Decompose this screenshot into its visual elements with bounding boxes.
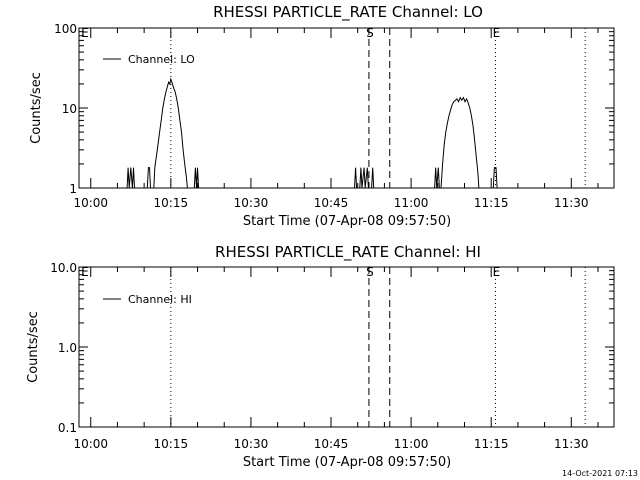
- marker-label: S: [366, 265, 374, 279]
- marker-label: E: [81, 265, 89, 279]
- y-tick-label: 100: [54, 22, 77, 36]
- y-axis-label-lo: Counts/sec: [29, 72, 44, 144]
- data-line: [153, 77, 188, 189]
- marker-label: S: [366, 26, 374, 40]
- x-tick-label: 10:00: [73, 196, 108, 210]
- x-tick-label: 10:30: [234, 196, 269, 210]
- panel-lo: 1 10 100 10:00 10:15 10:30 10:45 11:00 11:15 11:3…: [54, 22, 615, 210]
- x-tick-label: 10:45: [314, 437, 349, 451]
- x-tick-label: 11:15: [474, 437, 509, 451]
- data-line: [126, 167, 135, 189]
- legend-label: Channel: LO: [128, 53, 195, 66]
- chart-title-lo: RHESSI PARTICLE_RATE Channel: LO: [213, 3, 483, 22]
- marker-label: E: [81, 26, 89, 40]
- legend-label: Channel: HI: [128, 293, 192, 306]
- data-line: [492, 167, 498, 189]
- x-tick-label: 11:30: [554, 196, 589, 210]
- x-tick-label: 11:30: [554, 437, 589, 451]
- data-line: [371, 167, 375, 189]
- x-axis-label-lo: Start Time (07-Apr-08 09:57:50): [243, 214, 451, 229]
- data-line: [359, 167, 369, 189]
- x-tick-label: 11:00: [394, 196, 429, 210]
- data-line: [146, 167, 151, 189]
- data-line: [354, 167, 358, 189]
- x-tick-label: 11:15: [474, 196, 509, 210]
- x-tick-label: 10:30: [234, 437, 269, 451]
- x-tick-label: 10:15: [154, 437, 189, 451]
- y-tick-label: 10: [62, 102, 77, 116]
- plot-frame: [78, 266, 615, 428]
- x-tick-label: 10:45: [314, 196, 349, 210]
- plot-frame: [78, 27, 615, 189]
- y-tick-label: 1.0: [58, 341, 77, 355]
- y-tick-label: 10.0: [50, 261, 77, 275]
- data-line: [440, 96, 480, 189]
- marker-label: E: [493, 265, 501, 279]
- y-tick-label: 0.1: [58, 421, 77, 435]
- panel-hi: 0.1 1.0 10.0 10:00 10:15 10:30 10:45 11:00 11:15…: [50, 261, 615, 451]
- x-tick-label: 11:00: [394, 437, 429, 451]
- y-tick-label: 1: [69, 182, 77, 196]
- data-line: [193, 167, 200, 189]
- timestamp: 14-Oct-2021 07:13: [562, 469, 638, 478]
- marker-label: E: [493, 26, 501, 40]
- data-line: [434, 167, 440, 189]
- x-axis-label-hi: Start Time (07-Apr-08 09:57:50): [243, 455, 451, 470]
- x-tick-label: 10:15: [154, 196, 189, 210]
- chart-title-hi: RHESSI PARTICLE_RATE Channel: HI: [215, 243, 481, 262]
- x-tick-label: 10:00: [73, 437, 108, 451]
- y-axis-label-hi: Counts/sec: [26, 311, 41, 383]
